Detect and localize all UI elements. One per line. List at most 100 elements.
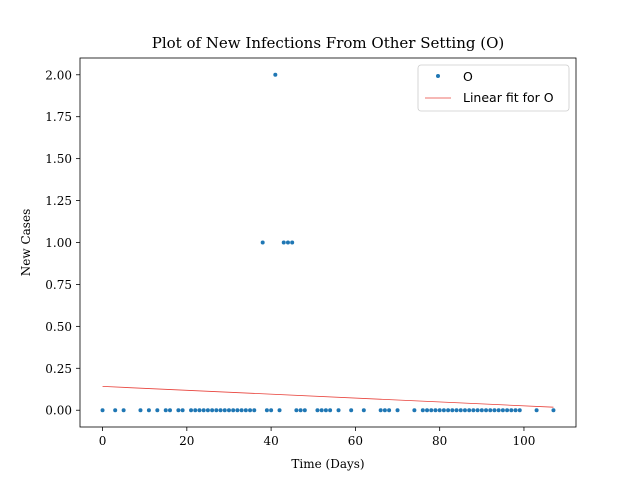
y-tick-label: 1.50 [45, 152, 72, 166]
y-axis-label: New Cases [19, 209, 33, 276]
data-point-o [492, 408, 497, 413]
data-point-o [248, 408, 253, 413]
data-point-o [290, 240, 295, 245]
data-point-o [458, 408, 463, 413]
data-point-o [450, 408, 455, 413]
data-point-o [205, 408, 210, 413]
data-point-o [441, 408, 446, 413]
y-tick-label: 0.50 [45, 320, 72, 334]
x-axis-ticks: 0 20 40 60 80 100 [99, 427, 536, 448]
legend-label-fit: Linear fit for O [463, 90, 554, 105]
data-point-o [319, 408, 324, 413]
data-point-o [281, 240, 286, 245]
data-point-o [189, 408, 194, 413]
data-point-o [210, 408, 215, 413]
data-point-o [294, 408, 299, 413]
data-point-o [471, 408, 476, 413]
data-point-o [201, 408, 206, 413]
data-point-o [446, 408, 451, 413]
data-point-o [382, 408, 387, 413]
data-point-o [336, 408, 341, 413]
chart-title: Plot of New Infections From Other Settin… [152, 34, 505, 52]
data-point-o [517, 408, 522, 413]
data-point-o [193, 408, 198, 413]
x-tick-label: 80 [432, 434, 447, 448]
data-point-o [496, 408, 501, 413]
data-point-o [197, 408, 202, 413]
legend: O Linear fit for O [417, 64, 570, 112]
data-point-o [138, 408, 143, 413]
data-point-o [500, 408, 505, 413]
data-point-o [239, 408, 244, 413]
data-point-o [513, 408, 518, 413]
x-tick-label: 20 [179, 434, 194, 448]
data-point-o [252, 408, 257, 413]
data-point-o [214, 408, 219, 413]
data-point-o [437, 408, 442, 413]
data-point-o [395, 408, 400, 413]
data-point-o [273, 72, 278, 77]
data-point-o [235, 408, 240, 413]
data-point-o [231, 408, 236, 413]
data-point-o [155, 408, 160, 413]
data-point-o [420, 408, 425, 413]
legend-marker-o [436, 74, 440, 78]
linear-fit-line [102, 386, 554, 408]
legend-label-o: O [463, 69, 473, 84]
data-point-o [277, 408, 282, 413]
data-point-o [534, 408, 539, 413]
data-point-o [146, 408, 151, 413]
x-tick-label: 100 [513, 434, 536, 448]
data-point-o [218, 408, 223, 413]
data-point-o [484, 408, 489, 413]
data-point-o [425, 408, 430, 413]
data-point-o [285, 240, 290, 245]
x-axis-label: Time (Days) [291, 457, 364, 471]
data-point-o [180, 408, 185, 413]
data-point-o [361, 408, 366, 413]
x-tick-label: 0 [99, 434, 107, 448]
y-axis-ticks: 0.00 0.25 0.50 0.75 1.00 1.25 1.50 1.75 2.00 [45, 68, 80, 418]
data-point-o [551, 408, 556, 413]
data-point-o [176, 408, 181, 413]
y-tick-label: 1.00 [45, 236, 72, 250]
data-point-o [121, 408, 126, 413]
data-point-o [226, 408, 231, 413]
data-point-o [488, 408, 493, 413]
data-point-o [243, 408, 248, 413]
y-tick-label: 0.25 [45, 362, 72, 376]
data-point-o [298, 408, 303, 413]
data-point-o [328, 408, 333, 413]
data-point-o [505, 408, 510, 413]
data-point-o [100, 408, 105, 413]
data-point-o [349, 408, 354, 413]
data-point-o [412, 408, 417, 413]
plot-area [80, 58, 576, 427]
data-point-o [387, 408, 392, 413]
data-point-o [509, 408, 514, 413]
data-point-o [475, 408, 480, 413]
data-point-o [302, 408, 307, 413]
y-tick-label: 0.75 [45, 278, 72, 292]
data-point-o [269, 408, 274, 413]
data-point-o [378, 408, 383, 413]
data-point-o [467, 408, 472, 413]
data-point-o [454, 408, 459, 413]
y-tick-label: 0.00 [45, 404, 72, 418]
data-point-o [433, 408, 438, 413]
data-point-o [222, 408, 227, 413]
data-point-o [113, 408, 118, 413]
data-point-o [323, 408, 328, 413]
fit-line-layer [102, 386, 554, 408]
data-point-o [462, 408, 467, 413]
data-point-o [429, 408, 434, 413]
data-point-o [315, 408, 320, 413]
data-point-o [479, 408, 484, 413]
scatter-points-layer [100, 72, 556, 413]
x-tick-label: 60 [348, 434, 363, 448]
y-tick-label: 1.75 [45, 110, 72, 124]
data-point-o [167, 408, 172, 413]
x-tick-label: 40 [263, 434, 278, 448]
y-tick-label: 2.00 [45, 68, 72, 82]
